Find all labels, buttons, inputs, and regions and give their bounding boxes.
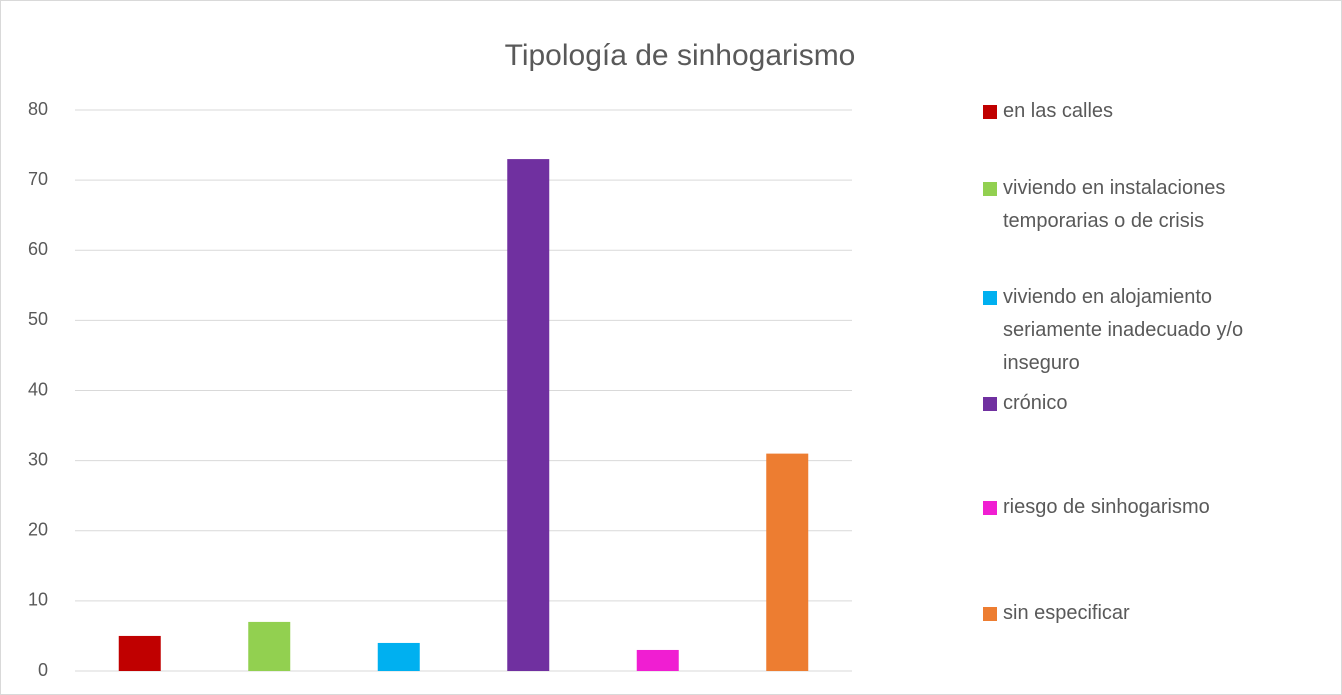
bar <box>118 635 161 671</box>
bar <box>636 649 679 671</box>
chart-title: Tipología de sinhogarismo <box>505 39 856 72</box>
legend-swatch <box>983 607 997 621</box>
legend-swatch <box>983 501 997 515</box>
legend-label: en las calles <box>1003 100 1114 122</box>
y-tick-label: 50 <box>28 309 48 329</box>
y-tick-label: 70 <box>28 169 48 189</box>
bar <box>766 453 809 671</box>
y-tick-label: 30 <box>28 449 48 469</box>
legend-swatch <box>983 291 997 305</box>
legend-label: riesgo de sinhogarismo <box>1003 496 1210 518</box>
y-tick-label: 10 <box>28 590 48 610</box>
legend-swatch <box>983 105 997 119</box>
legend-swatch <box>983 397 997 411</box>
legend-label: viviendo en alojamiento seriamente inade… <box>1003 286 1244 374</box>
legend-label: sin especificar <box>1003 602 1130 624</box>
bar <box>248 621 291 671</box>
y-tick-label: 40 <box>28 379 48 399</box>
legend-item: viviendo en instalaciones temporarias o … <box>983 172 1283 238</box>
legend-item: sin especificar <box>983 597 1283 630</box>
bar <box>377 642 420 671</box>
legend-item: viviendo en alojamiento seriamente inade… <box>983 281 1283 380</box>
y-tick-label: 20 <box>28 520 48 540</box>
legend-item: riesgo de sinhogarismo <box>983 491 1283 524</box>
legend-item: en las calles <box>983 95 1283 128</box>
y-tick-label: 80 <box>28 99 48 119</box>
bar <box>507 159 550 671</box>
legend-label: crónico <box>1003 392 1068 414</box>
legend-item: crónico <box>983 387 1283 420</box>
legend-label: viviendo en instalaciones temporarias o … <box>1003 177 1226 232</box>
y-tick-label: 0 <box>38 660 48 680</box>
legend-swatch <box>983 182 997 196</box>
y-tick-label: 60 <box>28 239 48 259</box>
